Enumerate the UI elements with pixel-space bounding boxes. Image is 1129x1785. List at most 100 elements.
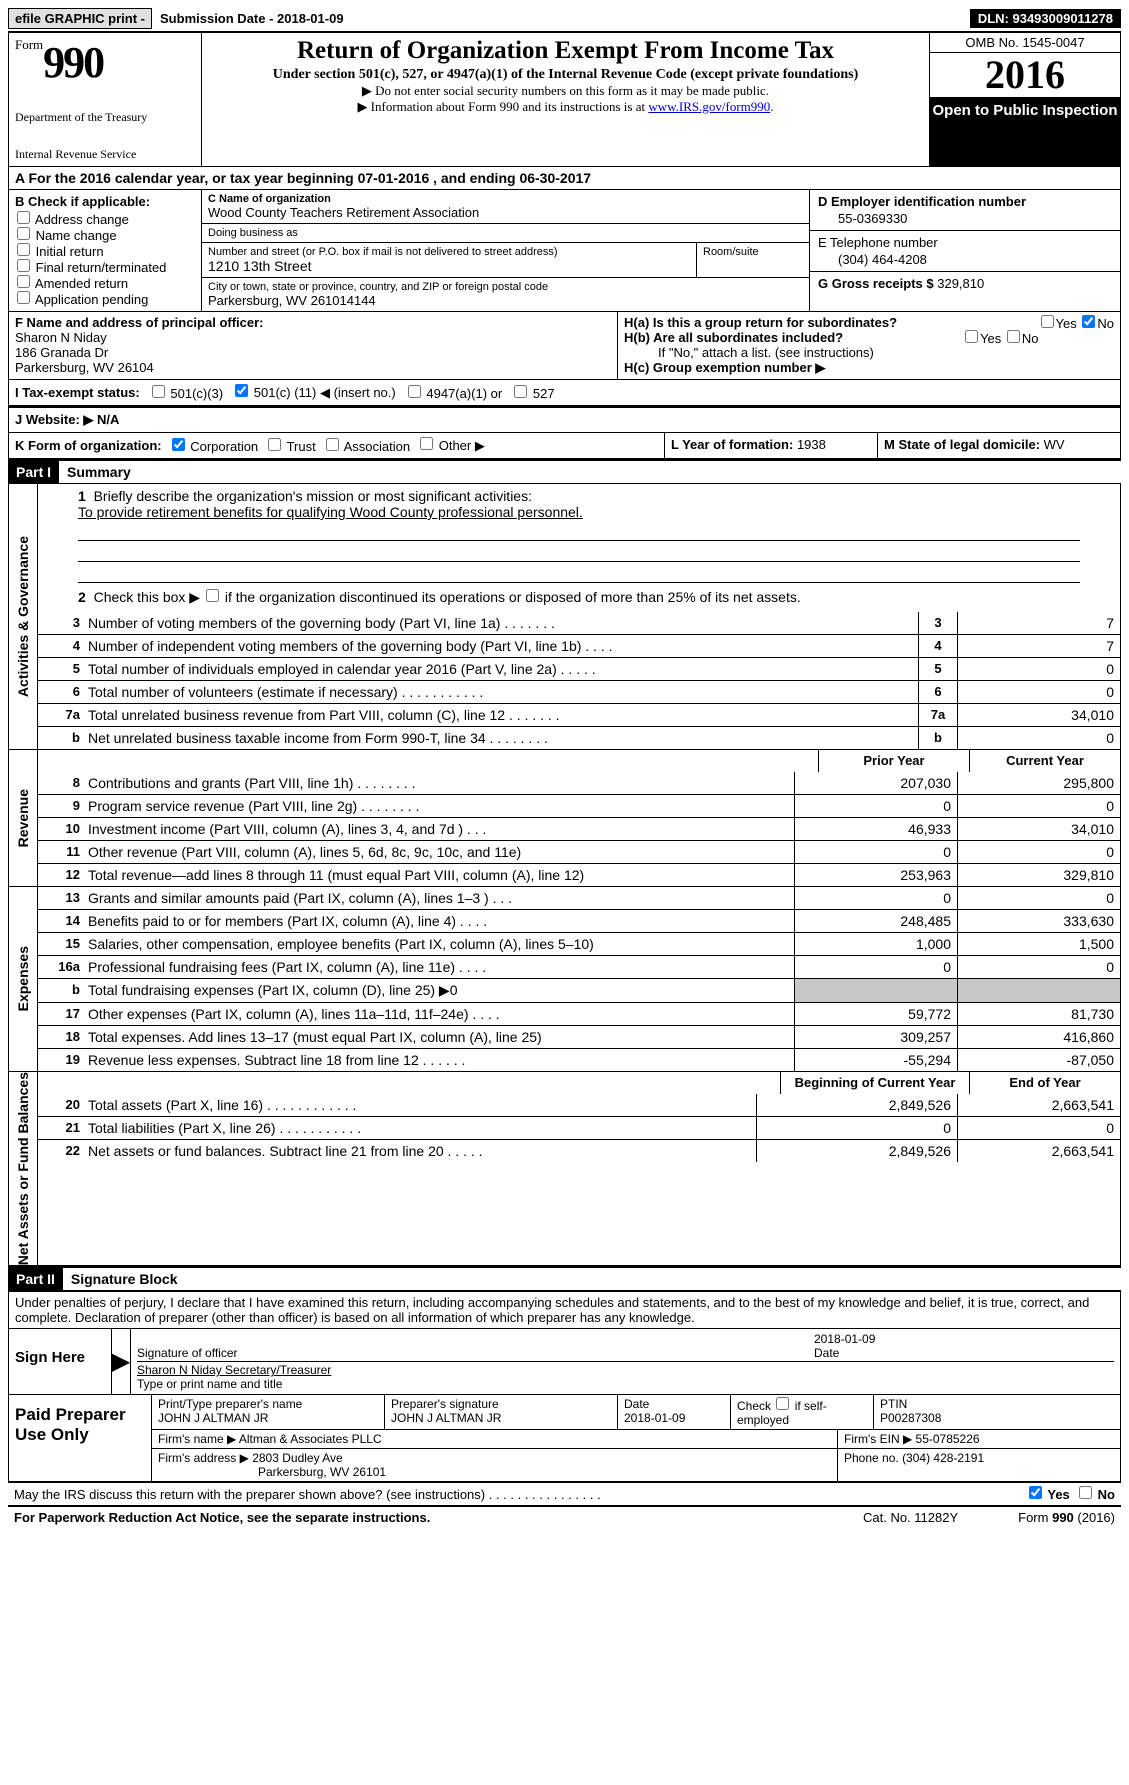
cat-no: Cat. No. 11282Y — [863, 1510, 958, 1525]
side-net: Net Assets or Fund Balances — [15, 1072, 31, 1265]
line-20: 20Total assets (Part X, line 16) . . . .… — [38, 1094, 1120, 1116]
irs-link[interactable]: www.IRS.gov/form990 — [648, 99, 770, 114]
form-header: Form990 Department of the Treasury Inter… — [8, 31, 1121, 167]
footer-bottom: For Paperwork Reduction Act Notice, see … — [8, 1505, 1121, 1528]
chk-name-change[interactable]: Name change — [15, 227, 195, 243]
ha-yes[interactable] — [1041, 315, 1054, 328]
chk-initial-return[interactable]: Initial return — [15, 243, 195, 259]
form-ref: Form 990 (2016) — [1018, 1510, 1115, 1525]
chk-501c[interactable] — [235, 384, 248, 397]
header-left: Form990 Department of the Treasury Inter… — [9, 33, 202, 166]
note-info: ▶ Information about Form 990 and its ins… — [208, 99, 923, 115]
firm-phone: (304) 428-2191 — [902, 1451, 984, 1465]
hb-label: H(b) Are all subordinates included? — [624, 330, 843, 345]
officer-name: Sharon N Niday — [15, 330, 611, 345]
firm-addr1: 2803 Dudley Ave — [252, 1451, 343, 1465]
form-990-page: efile GRAPHIC print - Submission Date - … — [0, 0, 1129, 1536]
row-j-website: J Website: ▶ N/A — [8, 406, 1121, 433]
line-8: 8Contributions and grants (Part VIII, li… — [38, 772, 1120, 794]
gross-label: G Gross receipts $ — [818, 276, 937, 291]
row-k-l-m: K Form of organization: Corporation Trus… — [8, 433, 1121, 459]
section-f-h: F Name and address of principal officer:… — [8, 312, 1121, 380]
discuss-no[interactable] — [1079, 1486, 1092, 1499]
form-subtitle: Under section 501(c), 527, or 4947(a)(1)… — [208, 67, 923, 83]
chk-assoc[interactable] — [326, 438, 339, 451]
officer-typed-name: Sharon N Niday Secretary/Treasurer — [137, 1363, 331, 1377]
ein-label: D Employer identification number — [818, 194, 1112, 209]
hb-no[interactable] — [1007, 330, 1020, 343]
part-i-title: Summary — [59, 464, 131, 480]
form-number: 990 — [43, 38, 103, 87]
irs-label: Internal Revenue Service — [15, 147, 195, 162]
col-beg-hdr: Beginning of Current Year — [780, 1072, 969, 1094]
line-19: 19Revenue less expenses. Subtract line 1… — [38, 1048, 1120, 1071]
dln-badge: DLN: 93493009011278 — [970, 9, 1121, 28]
discuss-yes[interactable] — [1029, 1486, 1042, 1499]
chk-address-change[interactable]: Address change — [15, 211, 195, 227]
ein-value: 55-0369330 — [818, 211, 1112, 226]
chk-self-employed[interactable] — [776, 1397, 789, 1410]
chk-501c3[interactable] — [152, 385, 165, 398]
signature-block: Under penalties of perjury, I declare th… — [8, 1290, 1121, 1395]
p1-net: Net Assets or Fund Balances Beginning of… — [8, 1072, 1121, 1266]
note-ssn: ▶ Do not enter social security numbers o… — [208, 83, 923, 99]
chk-amended-return[interactable]: Amended return — [15, 275, 195, 291]
header-mid: Return of Organization Exempt From Incom… — [202, 33, 929, 166]
chk-corp[interactable] — [172, 438, 185, 451]
city-value: Parkersburg, WV 261014144 — [208, 293, 803, 308]
side-exp: Expenses — [15, 946, 31, 1011]
sig-officer-label: Signature of officer — [137, 1346, 238, 1360]
chk-final-return[interactable]: Final return/terminated — [15, 259, 195, 275]
line-13: 13Grants and similar amounts paid (Part … — [38, 887, 1120, 909]
b-label: B Check if applicable: — [15, 194, 195, 209]
prep-date: 2018-01-09 — [624, 1411, 685, 1425]
line-b: bTotal fundraising expenses (Part IX, co… — [38, 978, 1120, 1002]
col-c: C Name of organization Wood County Teach… — [202, 190, 809, 311]
name-label: C Name of organization — [208, 193, 803, 205]
line-11: 11Other revenue (Part VIII, column (A), … — [38, 840, 1120, 863]
pra-notice: For Paperwork Reduction Act Notice, see … — [14, 1510, 863, 1525]
line-14: 14Benefits paid to or for members (Part … — [38, 909, 1120, 932]
paid-preparer-block: Paid Preparer Use Only Print/Type prepar… — [8, 1395, 1121, 1482]
k-label: K Form of organization: — [15, 438, 162, 453]
chk-527[interactable] — [514, 385, 527, 398]
line-17: 17Other expenses (Part IX, column (A), l… — [38, 1002, 1120, 1025]
prep-sig: JOHN J ALTMAN JR — [391, 1411, 501, 1425]
dept-treasury: Department of the Treasury — [15, 110, 195, 125]
part-i-hdr: Part I — [8, 461, 59, 483]
part-ii-hdr: Part II — [8, 1268, 63, 1290]
street-value: 1210 13th Street — [208, 258, 690, 274]
hc-label: H(c) Group exemption number ▶ — [624, 360, 1114, 376]
hb-yes[interactable] — [965, 330, 978, 343]
f-label: F Name and address of principal officer: — [15, 315, 611, 330]
side-ag: Activities & Governance — [15, 536, 31, 697]
sig-date-label: Date — [814, 1346, 839, 1360]
chk-other[interactable] — [420, 437, 433, 450]
line-7a: 7aTotal unrelated business revenue from … — [38, 703, 1120, 726]
dba-label: Doing business as — [208, 227, 803, 239]
i-label: I Tax-exempt status: — [15, 385, 140, 400]
chk-discontinued[interactable] — [206, 589, 219, 602]
firm-addr2: Parkersburg, WV 26101 — [158, 1465, 386, 1479]
line-10: 10Investment income (Part VIII, column (… — [38, 817, 1120, 840]
chk-trust[interactable] — [268, 438, 281, 451]
l2-text: Check this box ▶ if the organization dis… — [94, 589, 801, 605]
line-3: 3Number of voting members of the governi… — [38, 612, 1120, 634]
street-label: Number and street (or P.O. box if mail i… — [208, 246, 690, 258]
ha-no[interactable] — [1082, 315, 1095, 328]
sign-here-label: Sign Here — [9, 1329, 112, 1394]
l-value: 1938 — [797, 437, 826, 452]
org-name: Wood County Teachers Retirement Associat… — [208, 205, 803, 220]
ha-label: H(a) Is this a group return for subordin… — [624, 315, 897, 330]
col-d-e-g: D Employer identification number 55-0369… — [809, 190, 1120, 311]
chk-4947[interactable] — [408, 385, 421, 398]
tel-label: E Telephone number — [818, 235, 1112, 250]
prep-label: Paid Preparer Use Only — [9, 1395, 152, 1481]
l-label: L Year of formation: — [671, 437, 797, 452]
chk-application-pending[interactable]: Application pending — [15, 291, 195, 307]
line-16a: 16aProfessional fundraising fees (Part I… — [38, 955, 1120, 978]
line-b: bNet unrelated business taxable income f… — [38, 726, 1120, 749]
l1-label: Briefly describe the organization's miss… — [94, 488, 532, 504]
prep-name: JOHN J ALTMAN JR — [158, 1411, 268, 1425]
col-prior-hdr: Prior Year — [818, 750, 969, 772]
